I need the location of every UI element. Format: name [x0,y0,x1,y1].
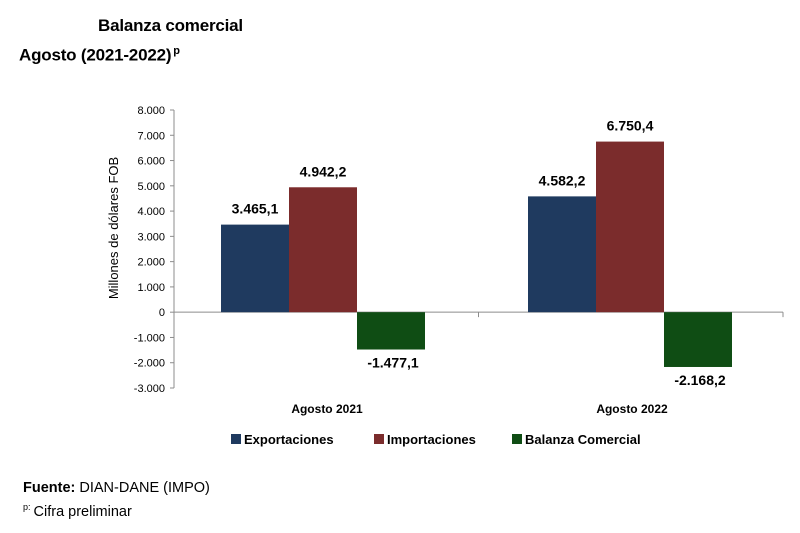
y-axis-title: Millones de dólares FOB [106,157,121,299]
note-text: Cifra preliminar [33,503,132,520]
data-label: 3.465,1 [232,201,279,217]
bar-balanza-comercial [357,312,425,350]
y-tick-label: 3.000 [137,231,165,243]
data-label: 4.942,2 [300,163,347,179]
legend-swatch [512,434,522,444]
y-tick-label: 2.000 [137,257,165,269]
data-label: -2.168,2 [674,372,726,388]
bar-importaciones [289,187,357,313]
bar-exportaciones [221,224,289,313]
source-line: Fuente: DIAN-DANE (IMPO) [23,480,210,496]
bar-importaciones [596,141,664,313]
note-line: p: Cifra preliminar [23,502,132,520]
y-tick-label: 6.000 [137,156,165,168]
y-tick-label: 8.000 [137,105,165,117]
legend-label: Exportaciones [244,432,334,447]
chart-subtitle-text: Agosto (2021-2022) [19,45,172,65]
y-tick-label: 4.000 [137,206,165,218]
source-text: DIAN-DANE (IMPO) [75,480,210,496]
legend-swatch [374,434,384,444]
source-label: Fuente: [23,480,76,496]
y-tick-label: 7.000 [137,130,165,142]
bar-balanza-comercial [664,312,732,367]
preliminary-mark: p [173,45,180,57]
y-tick-label: 0 [159,307,165,319]
y-tick-label: -2.000 [134,358,165,370]
bar-exportaciones [528,196,596,313]
x-category-label: Agosto 2022 [596,402,668,416]
y-tick-label: -1.000 [134,332,165,344]
note-mark: p: [23,502,31,512]
chart-title: Balanza comercial [98,16,243,35]
legend-swatch [231,434,241,444]
data-label: -1.477,1 [367,355,419,371]
data-label: 6.750,4 [607,118,654,134]
y-tick-label: -3.000 [134,383,165,395]
legend-label: Balanza Comercial [525,432,641,447]
data-label: 4.582,2 [539,172,586,188]
chart-subtitle: Agosto (2021-2022) p [19,45,180,66]
y-tick-label: 1.000 [137,282,165,294]
legend-label: Importaciones [387,432,476,447]
y-tick-label: 5.000 [137,181,165,193]
x-category-label: Agosto 2021 [291,402,363,416]
